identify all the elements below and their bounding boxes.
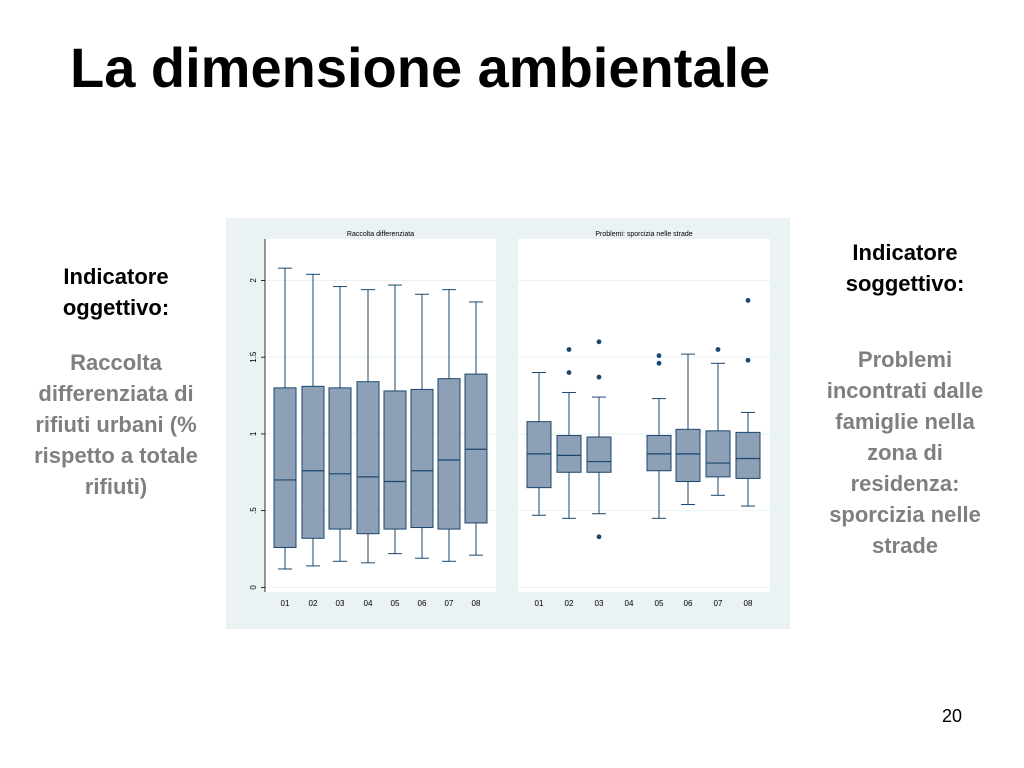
objective-indicator-block: Indicatore oggettivo: Raccolta differenz… [18,261,214,502]
x-tick-label: 04 [625,599,634,608]
x-tick-label: 08 [472,599,481,608]
iqr-box [328,387,352,530]
outlier-point [745,297,751,303]
box-03 [328,286,352,562]
y-tick-label: 1 [249,431,258,436]
box-07 [437,289,461,562]
box-06 [675,353,701,506]
subjective-indicator-heading: Indicatore soggettivo: [845,240,965,296]
outlier-point [596,534,602,540]
iqr-box [383,390,407,530]
box-06 [410,293,434,559]
iqr-box [356,381,380,535]
y-tick-label: .5 [249,507,258,514]
x-tick-label: 02 [309,599,318,608]
x-tick-label: 01 [281,599,290,608]
iqr-box [735,431,761,479]
box-02 [301,273,325,567]
box-05 [383,284,407,555]
slide-title: La dimensione ambientale [70,36,771,99]
outlier-point [656,353,662,359]
x-tick-label: 01 [535,599,544,608]
x-tick-label: 08 [744,599,753,608]
x-tick-label: 04 [364,599,373,608]
iqr-box [301,385,325,539]
boxplot-svg: Raccolta differenziata 0 .5 1 1.5 2 01 02 03 04 05… [226,218,790,629]
outlier-point [656,360,662,366]
x-tick-label: 03 [336,599,345,608]
box-02 [556,347,582,519]
iqr-box [556,434,582,473]
y-tick-label: 1.5 [249,351,258,363]
iqr-box [273,387,297,548]
iqr-box [705,430,731,478]
x-tick-label: 05 [391,599,400,608]
iqr-box [437,378,461,530]
box-01 [273,267,297,570]
outlier-point [715,347,721,352]
box-03 [586,339,612,540]
box-04 [356,289,380,564]
page-number: 20 [941,706,963,726]
box-08 [735,297,761,507]
box-08 [464,301,488,556]
iqr-box [526,421,552,489]
panel-title: Raccolta differenziata [347,231,414,238]
outlier-point [596,339,602,345]
outlier-point [566,370,572,375]
x-tick-label: 03 [595,599,604,608]
panel-1: Raccolta differenziata 0 .5 1 1.5 2 01 02 03 04 05… [249,231,496,608]
panel-2: Problemi: sporcizia nelle strade 01 02 03 04… [518,231,770,608]
iqr-box [464,373,488,524]
x-tick-label: 06 [684,599,693,608]
y-tick-label: 2 [249,278,258,283]
boxplot-figure: Raccolta differenziata 0 .5 1 1.5 2 01 02 03 04 05… [226,218,790,629]
iqr-box [586,436,612,473]
iqr-box [646,434,672,472]
outlier-point [566,347,572,352]
outlier-point [745,357,751,363]
subjective-indicator-block: Indicatore soggettivo: Problemi incontra… [810,237,1000,561]
x-tick-label: 02 [565,599,574,608]
iqr-box [410,388,434,529]
objective-indicator-heading: Indicatore oggettivo: [62,264,170,320]
box-05 [646,353,672,519]
x-tick-label: 07 [714,599,723,608]
plot-area [518,239,770,592]
panel-title: Problemi: sporcizia nelle strade [595,231,692,238]
plot-area [265,239,496,592]
iqr-box [675,428,701,482]
outlier-point [596,374,602,380]
box-01 [526,372,552,516]
x-tick-label: 06 [418,599,427,608]
box-07 [705,347,731,496]
x-tick-label: 07 [445,599,454,608]
x-tick-label: 05 [655,599,664,608]
subjective-indicator-description: Problemi incontrati dalle famiglie nella… [826,347,984,558]
objective-indicator-description: Raccolta differenziata di rifiuti urbani… [34,350,198,499]
y-tick-label: 0 [249,585,258,590]
